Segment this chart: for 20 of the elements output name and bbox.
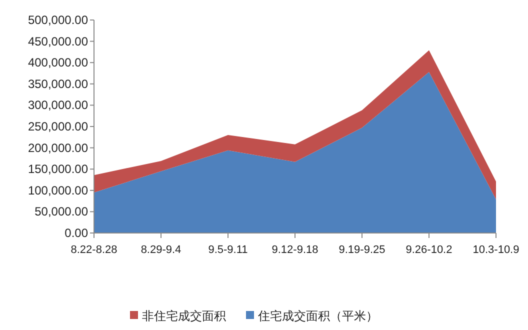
x-tick-label: 8.22-8.28 [70, 244, 118, 256]
legend-label: 非住宅成交面积 [142, 309, 226, 323]
y-tick-label: 450,000.00 [28, 34, 88, 48]
y-tick-label: 0.00 [64, 226, 88, 240]
y-tick-label: 400,000.00 [28, 56, 88, 70]
y-tick-label: 100,000.00 [28, 183, 88, 198]
x-tick-label: 9.26-10.2 [406, 244, 452, 256]
y-tick-label: 250,000.00 [28, 120, 88, 134]
y-tick-label: 50,000.00 [34, 204, 88, 219]
y-tick-label: 300,000.00 [28, 98, 88, 112]
x-tick-label: 8.29-9.4 [140, 244, 182, 256]
legend-label: 住宅成交面积（平米） [257, 309, 378, 323]
y-tick-label: 150,000.00 [28, 162, 88, 176]
x-tick-label: 9.5-9.11 [208, 244, 248, 256]
y-tick-label: 200,000.00 [28, 140, 88, 155]
x-tick-label: 9.19-9.25 [338, 244, 386, 256]
y-tick-label: 350,000.00 [28, 76, 88, 91]
y-tick-label: 500,000.00 [28, 13, 88, 27]
x-tick-label: 10.3-10.9 [472, 244, 520, 256]
x-tick-label: 9.12-9.18 [272, 244, 318, 256]
